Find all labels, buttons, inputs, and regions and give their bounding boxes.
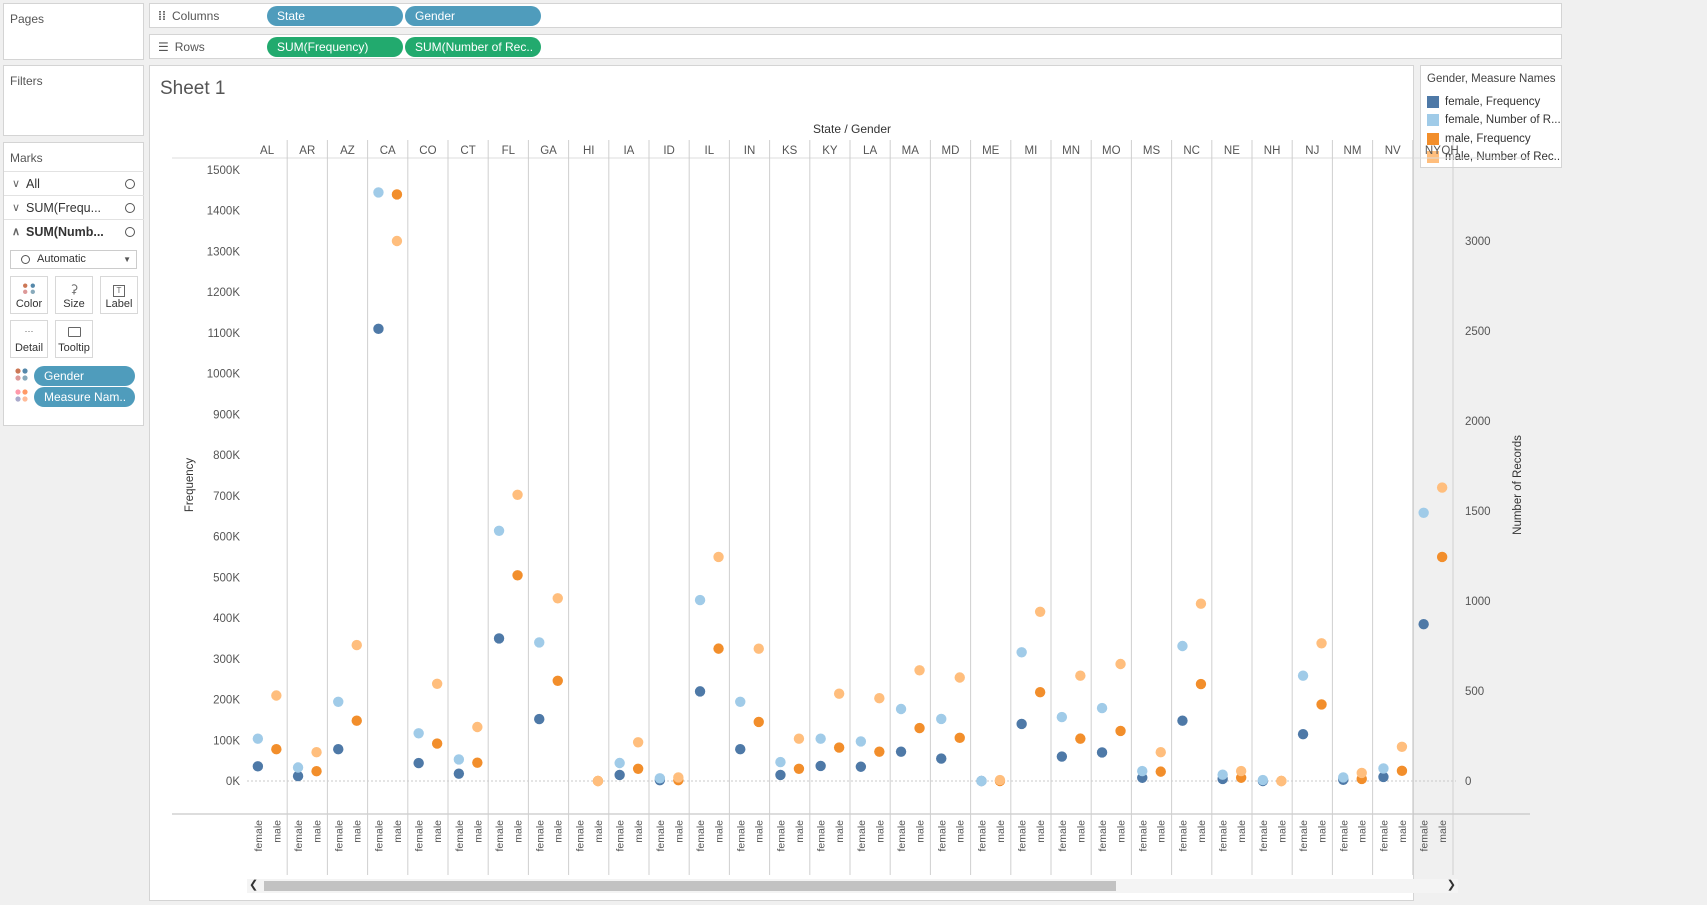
right-axis-title: Number of Records <box>1512 435 1524 535</box>
rows-shelf-label: ☰ Rows <box>158 35 205 59</box>
gender-column-pill[interactable]: Gender <box>405 6 541 26</box>
color-dots-icon <box>15 389 28 402</box>
tooltip-button[interactable]: Tooltip <box>55 320 93 358</box>
sheet-title: Sheet 1 <box>160 78 226 99</box>
marks-title: Marks <box>10 151 43 165</box>
legend-title: Gender, Measure Names <box>1427 73 1556 85</box>
gender-axis-label: female <box>1419 820 1431 852</box>
color-dots-icon <box>23 283 35 295</box>
point-ny-female-number-of-records <box>1418 507 1429 518</box>
label-label: Label <box>105 298 133 310</box>
right-axis-tick-label: 1500 <box>1465 506 1491 518</box>
chevron-down-icon: ∨ <box>12 202 21 214</box>
scroll-left-icon[interactable]: ❮ <box>249 879 259 891</box>
columns-label: Columns <box>172 9 220 23</box>
rows-icon: ☰ <box>158 40 169 54</box>
size-label: Size <box>63 298 85 310</box>
chevron-down-icon: ∨ <box>12 178 21 190</box>
marks-card: Marks ∨ All ∨ SUM(Frequ... ∧ SUM(Numb...… <box>3 142 144 426</box>
rows-label: Rows <box>174 40 205 54</box>
rows-shelf[interactable]: ☰ Rows SUM(Frequency) SUM(Number of Rec.. <box>149 34 1562 59</box>
legend-swatch <box>1427 133 1439 145</box>
columns-shelf[interactable]: ⁞⁞ Columns State Gender <box>149 3 1562 28</box>
legend-swatch <box>1427 96 1439 108</box>
chevron-up-icon: ∧ <box>12 226 21 238</box>
tooltip-icon <box>56 326 92 340</box>
circle-mark-icon <box>125 203 135 213</box>
detail-label: Detail <box>14 342 44 354</box>
legend-label: female, Number of R... <box>1445 114 1561 126</box>
right-axis-tick-label: 2000 <box>1465 416 1491 428</box>
color-legend: Gender, Measure Names female, Frequency … <box>1420 65 1562 168</box>
filters-card[interactable]: Filters <box>3 65 144 136</box>
columns-shelf-label: ⁞⁞ Columns <box>158 4 219 28</box>
marks-row-all[interactable]: ∨ All <box>4 171 144 195</box>
detail-button[interactable]: ⋯ Detail <box>10 320 48 358</box>
pages-title: Pages <box>10 12 45 26</box>
circle-mark-icon <box>125 227 135 237</box>
horizontal-scrollbar[interactable]: ❮ ❯ <box>247 879 1458 893</box>
tooltip-label: Tooltip <box>58 342 90 354</box>
right-axis-tick-label: 1000 <box>1465 596 1491 608</box>
measure-names-pill[interactable]: Measure Nam.. <box>34 387 135 407</box>
legend-swatch <box>1427 114 1439 126</box>
state-pill[interactable]: State <box>267 6 403 26</box>
legend-swatch <box>1427 151 1439 163</box>
sum-number-of-records-pill[interactable]: SUM(Number of Rec.. <box>405 37 541 57</box>
mark-type-value: Automatic <box>37 253 86 265</box>
filters-title: Filters <box>10 74 43 88</box>
scrollbar-thumb[interactable] <box>264 881 1116 891</box>
right-axis-tick-label: 500 <box>1465 686 1484 698</box>
scroll-right-icon[interactable]: ❯ <box>1446 879 1456 891</box>
marks-row-label: All <box>26 177 40 191</box>
sheet-view: Sheet 1 <box>149 65 1414 901</box>
point-ny-male-number-of-records <box>1436 482 1448 493</box>
legend-label: female, Frequency <box>1445 96 1541 108</box>
circle-mark-icon <box>125 179 135 189</box>
marks-row-sum-number[interactable]: ∧ SUM(Numb... <box>4 219 144 243</box>
marks-row-label: SUM(Frequ... <box>26 201 102 215</box>
dropdown-arrow-icon: ▼ <box>123 255 131 264</box>
circle-mark-icon <box>21 255 30 264</box>
sum-frequency-pill[interactable]: SUM(Frequency) <box>267 37 403 57</box>
columns-icon: ⁞⁞ <box>158 9 166 23</box>
gender-pill[interactable]: Gender <box>34 366 135 386</box>
color-dots-icon <box>15 368 28 381</box>
mark-type-dropdown[interactable]: Automatic ▼ <box>10 250 137 269</box>
marks-row-sum-frequency[interactable]: ∨ SUM(Frequ... <box>4 195 144 219</box>
right-axis-tick-label: 2500 <box>1465 326 1491 338</box>
pages-card[interactable]: Pages <box>3 3 144 60</box>
label-button[interactable]: T Label <box>100 276 138 314</box>
legend-label: male, Frequency <box>1445 133 1531 145</box>
point-ny-male-frequency <box>1436 551 1448 563</box>
right-axis-tick-label: 3000 <box>1465 236 1491 248</box>
right-axis-tick-label: 0 <box>1465 776 1471 788</box>
color-label: Color <box>15 298 43 310</box>
size-button[interactable]: ⚳ Size <box>55 276 93 314</box>
detail-icon: ⋯ <box>24 326 34 336</box>
gender-axis-label: male <box>1437 820 1449 843</box>
legend-label: male, Number of Rec.. <box>1445 151 1561 163</box>
size-icon: ⚳ <box>69 282 79 296</box>
label-icon: T <box>101 282 137 297</box>
point-ny-female-frequency <box>1418 618 1429 630</box>
marks-row-label: SUM(Numb... <box>26 225 104 239</box>
color-button[interactable]: Color <box>10 276 48 314</box>
